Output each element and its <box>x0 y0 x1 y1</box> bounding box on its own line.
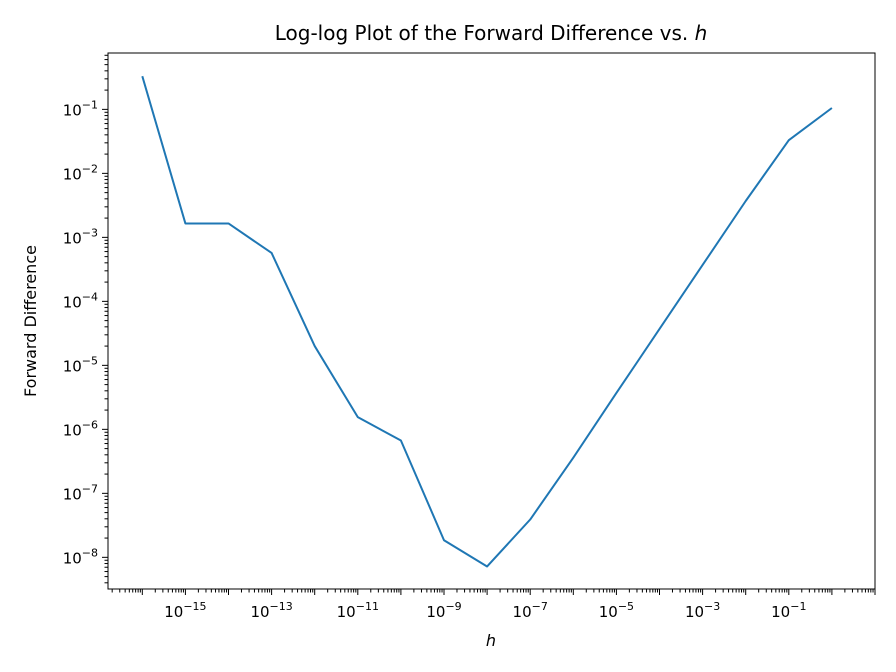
y-tick-label: 10−8 <box>63 546 98 567</box>
y-tick-label: 10−7 <box>63 482 98 503</box>
plot-frame <box>107 52 876 590</box>
tick-labels: 10−15 10−13 10−11 10−9 10−7 10−5 10−3 10−1 10−1 1… <box>63 98 807 621</box>
x-tick-label: 10−13 <box>250 600 292 621</box>
x-tick-label: 10−9 <box>426 600 461 621</box>
y-tick-label: 10−6 <box>63 418 98 439</box>
x-tick-label: 10−7 <box>513 600 548 621</box>
y-tick-label: 10−3 <box>63 226 98 247</box>
x-tick-label: 10−15 <box>164 600 206 621</box>
series-layer <box>141 75 833 568</box>
y-axis-label: Forward Difference <box>21 245 40 397</box>
x-tick-label: 10−5 <box>599 600 634 621</box>
minor-ticks <box>104 54 874 593</box>
major-ticks <box>102 108 876 595</box>
series-line <box>141 75 833 568</box>
x-tick-label: 10−3 <box>685 600 720 621</box>
x-tick-label: 10−1 <box>771 600 806 621</box>
x-tick-label: 10−11 <box>337 600 379 621</box>
y-tick-label: 10−5 <box>63 354 98 375</box>
y-tick-label: 10−4 <box>63 290 98 311</box>
y-tick-label: 10−1 <box>63 98 98 119</box>
y-tick-label: 10−2 <box>63 162 98 183</box>
chart-title: Log-log Plot of the Forward Difference v… <box>275 21 708 45</box>
x-axis-label: h <box>486 631 496 650</box>
